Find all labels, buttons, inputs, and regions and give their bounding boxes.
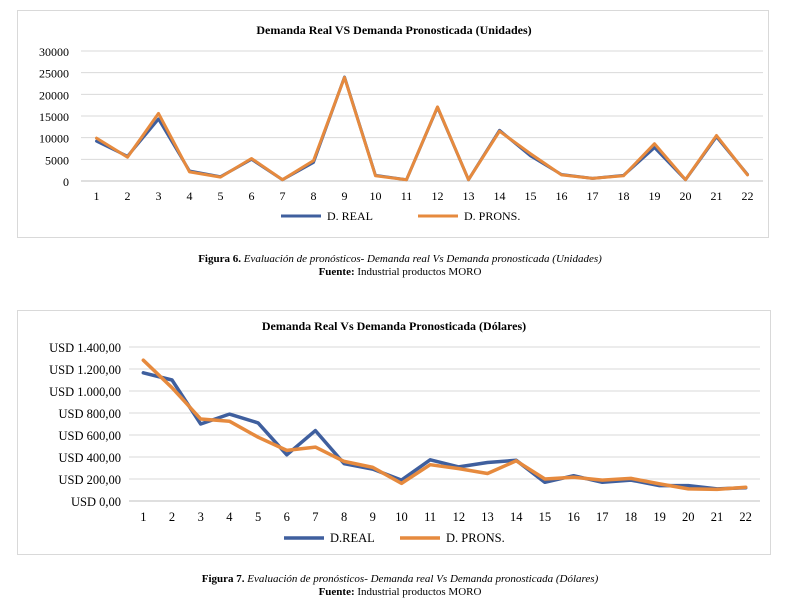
chart-2-series-line-1 xyxy=(141,371,748,491)
chart-1-legend-label-2: D. PRONS. xyxy=(464,209,520,223)
chart-2-x-tick-label: 4 xyxy=(226,510,233,524)
figure-6-text: Evaluación de pronósticos- Demanda real … xyxy=(240,253,602,265)
chart-1-svg: Demanda Real VS Demanda Pronosticada (Un… xyxy=(39,23,763,223)
chart-1-y-tick-label: 15000 xyxy=(39,110,69,124)
figure-6-source: Industrial productos MORO xyxy=(354,266,482,278)
chart-1-x-tick-label: 17 xyxy=(587,189,599,203)
chart-2-x-tick-label: 11 xyxy=(424,510,436,524)
chart-2-x-tick-label: 20 xyxy=(682,510,695,524)
chart-2-x-tick-label: 2 xyxy=(169,510,175,524)
chart-1-x-tick-label: 4 xyxy=(187,189,193,203)
chart-2-x-tick-label: 17 xyxy=(596,510,609,524)
chart-1-x-tick-label: 18 xyxy=(618,189,630,203)
chart-1-y-tick-label: 20000 xyxy=(39,88,69,102)
chart-2-x-tick-label: 7 xyxy=(312,510,318,524)
chart-1-x-tick-label: 11 xyxy=(401,189,413,203)
chart-2-y-tick-label: USD 1.000,00 xyxy=(49,385,121,399)
chart-1-x-tick-label: 19 xyxy=(649,189,661,203)
figure-6-label: Figura 6. xyxy=(198,253,241,265)
chart-2-x-tick-label: 22 xyxy=(739,510,752,524)
chart-2-y-tick-label: USD 0,00 xyxy=(71,495,121,509)
chart-1-y-tick-label: 25000 xyxy=(39,67,69,81)
chart-2-x-tick-label: 16 xyxy=(567,510,580,524)
chart-1-x-tick-label: 16 xyxy=(556,189,568,203)
chart-1-series-line-2 xyxy=(95,75,749,182)
chart-2-x-tick-label: 1 xyxy=(140,510,146,524)
chart-2-container: Demanda Real Vs Demanda Pronosticada (Dó… xyxy=(17,310,771,555)
chart-1-y-tick-label: 5000 xyxy=(45,153,69,167)
figure-6-source-label: Fuente: xyxy=(318,266,355,278)
chart-1-container: Demanda Real VS Demanda Pronosticada (Un… xyxy=(17,10,769,238)
chart-2-x-tick-label: 5 xyxy=(255,510,261,524)
chart-1-x-tick-label: 1 xyxy=(94,189,100,203)
chart-1-x-tick-label: 10 xyxy=(370,189,382,203)
chart-1-x-tick-label: 13 xyxy=(463,189,475,203)
chart-1-legend-label-1: D. REAL xyxy=(327,209,373,223)
figure-7-caption: Figura 7. Evaluación de pronósticos- Dem… xyxy=(0,573,800,599)
chart-1-x-tick-label: 12 xyxy=(432,189,444,203)
chart-2-x-tick-label: 19 xyxy=(653,510,666,524)
chart-2-x-tick-label: 13 xyxy=(481,510,494,524)
chart-2-x-tick-label: 12 xyxy=(453,510,466,524)
chart-2-y-tick-label: USD 800,00 xyxy=(58,407,121,421)
chart-1-x-tick-label: 22 xyxy=(742,189,754,203)
chart-2-x-tick-label: 6 xyxy=(284,510,290,524)
chart-2-x-tick-label: 14 xyxy=(510,510,523,524)
chart-2-title: Demanda Real Vs Demanda Pronosticada (Dó… xyxy=(262,319,526,333)
figure-7-text: Evaluación de pronósticos- Demanda real … xyxy=(244,573,599,585)
chart-2-y-tick-label: USD 400,00 xyxy=(58,451,121,465)
chart-1-x-tick-label: 20 xyxy=(680,189,692,203)
figure-7-source: Industrial productos MORO xyxy=(354,586,482,598)
chart-2-x-tick-label: 9 xyxy=(370,510,376,524)
chart-2-x-tick-label: 18 xyxy=(625,510,638,524)
chart-2-y-tick-label: USD 200,00 xyxy=(58,473,121,487)
chart-2-y-tick-label: USD 1.400,00 xyxy=(49,341,121,355)
figure-7-source-label: Fuente: xyxy=(318,586,355,598)
chart-1-x-tick-label: 14 xyxy=(494,189,506,203)
chart-1-x-tick-label: 21 xyxy=(711,189,723,203)
chart-1-series-line-1 xyxy=(95,75,749,182)
chart-1-y-tick-label: 30000 xyxy=(39,45,69,59)
chart-1-title: Demanda Real VS Demanda Pronosticada (Un… xyxy=(256,23,531,37)
chart-1-x-tick-label: 9 xyxy=(342,189,348,203)
chart-1-x-tick-label: 6 xyxy=(249,189,255,203)
chart-1-x-tick-label: 15 xyxy=(525,189,537,203)
chart-1-y-tick-label: 0 xyxy=(63,175,69,189)
chart-2-y-tick-label: USD 1.200,00 xyxy=(49,363,121,377)
chart-2-x-tick-label: 10 xyxy=(395,510,408,524)
chart-2-x-tick-label: 8 xyxy=(341,510,347,524)
chart-1-x-tick-label: 2 xyxy=(125,189,131,203)
chart-2-x-tick-label: 3 xyxy=(198,510,204,524)
chart-1-x-tick-label: 3 xyxy=(156,189,162,203)
chart-2-x-tick-label: 21 xyxy=(711,510,724,524)
chart-2-x-tick-label: 15 xyxy=(539,510,552,524)
chart-2-legend-label-2: D. PRONS. xyxy=(446,531,505,545)
chart-1-x-tick-label: 7 xyxy=(280,189,286,203)
figure-7-label: Figura 7. xyxy=(201,573,245,585)
chart-2-series-line-2 xyxy=(141,358,748,492)
chart-2-legend-label-1: D.REAL xyxy=(330,531,375,545)
chart-2-y-tick-label: USD 600,00 xyxy=(58,429,121,443)
figure-6-caption: Figura 6. Evaluación de pronósticos- Dem… xyxy=(0,253,800,279)
chart-1-x-tick-label: 8 xyxy=(311,189,317,203)
chart-2-svg: Demanda Real Vs Demanda Pronosticada (Dó… xyxy=(49,319,760,545)
chart-1-x-tick-label: 5 xyxy=(218,189,224,203)
chart-1-y-tick-label: 10000 xyxy=(39,132,69,146)
